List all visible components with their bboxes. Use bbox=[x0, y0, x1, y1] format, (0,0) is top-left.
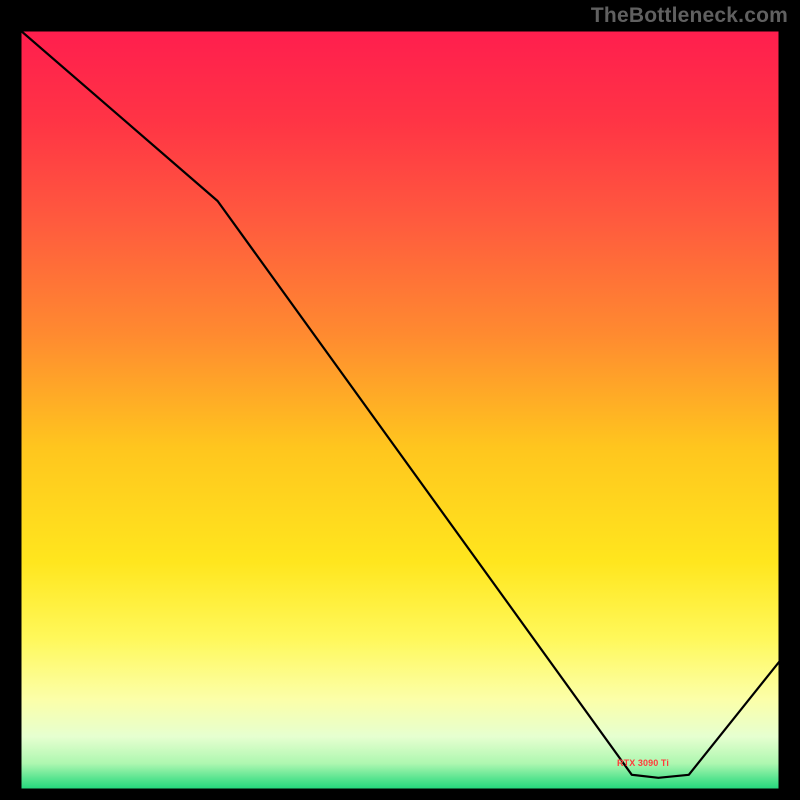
chart-container: { "watermark": { "text": "TheBottleneck.… bbox=[0, 0, 800, 800]
chart-overlay-label: RTX 3090 Ti bbox=[617, 758, 669, 768]
watermark-text: TheBottleneck.com bbox=[591, 4, 788, 28]
chart-background bbox=[20, 30, 780, 790]
bottleneck-chart bbox=[0, 0, 800, 800]
